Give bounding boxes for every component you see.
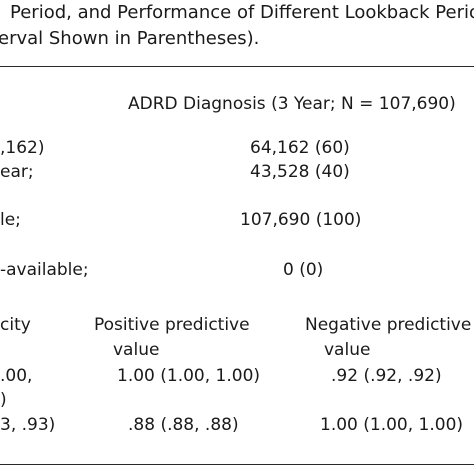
count-label: le;	[0, 210, 21, 230]
count-value: 64,162 (60)	[250, 138, 350, 158]
count-value: 43,528 (40)	[250, 162, 350, 182]
metrics-header-col1: city	[0, 315, 31, 335]
metrics-cell: .92 (.92, .92)	[331, 366, 442, 386]
metrics-header-col3-line2: value	[324, 340, 371, 360]
column-header: ADRD Diagnosis (3 Year; N = 107,690)	[128, 94, 456, 114]
metrics-header-col2-line2: value	[113, 340, 160, 360]
caption-line-1: Period, and Performance of Different Loo…	[10, 2, 474, 23]
metrics-header-col3-line1: Negative predictive	[305, 315, 472, 335]
caption-line-2: erval Shown in Parentheses).	[0, 28, 260, 49]
metrics-cell: )	[0, 390, 7, 410]
metrics-cell: 3, .93)	[0, 415, 56, 435]
count-label: ear;	[0, 162, 34, 182]
count-label: -available;	[0, 260, 89, 280]
count-value: 0 (0)	[283, 260, 324, 280]
metrics-cell: .88 (.88, .88)	[128, 415, 239, 435]
metrics-cell: .00,	[0, 366, 33, 386]
count-label: ,162)	[0, 138, 45, 158]
top-rule	[0, 66, 474, 67]
bottom-rule	[0, 464, 474, 465]
metrics-cell: 1.00 (1.00, 1.00)	[320, 415, 464, 435]
count-value: 107,690 (100)	[240, 210, 362, 230]
metrics-header-col2-line1: Positive predictive	[94, 315, 250, 335]
metrics-cell: 1.00 (1.00, 1.00)	[117, 366, 261, 386]
